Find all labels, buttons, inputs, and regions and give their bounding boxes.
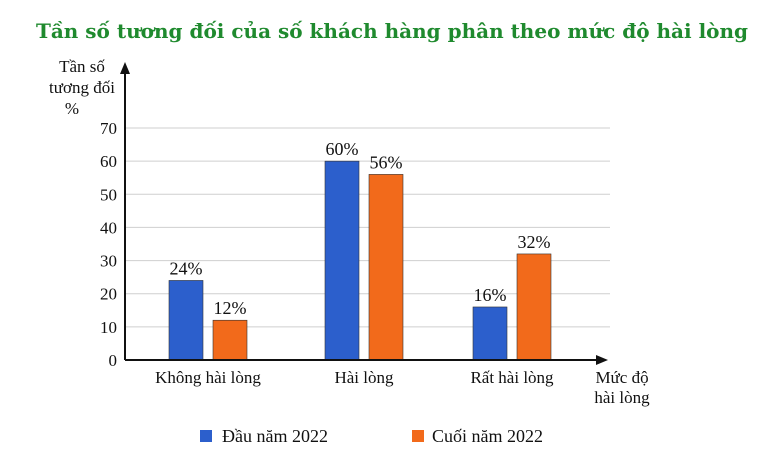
legend-label-dau-nam-2022: Đầu năm 2022 [222, 426, 328, 446]
legend-label-cuoi-nam-2022: Cuối năm 2022 [432, 426, 543, 446]
y-axis-label-line-2: tương đối [49, 78, 115, 97]
y-axis-label-line-3: % [65, 99, 79, 118]
x-tick-label: Hài lòng [334, 368, 394, 387]
y-tick-label: 40 [100, 218, 117, 237]
x-tick-labels: Không hài lòng Hài lòng Rất hài lòng [155, 368, 554, 387]
bar-dau-nam-2 [472, 306, 508, 361]
bar-cuoi-nam-2 [516, 253, 552, 361]
x-axis-label-line-1: Mức độ [595, 368, 648, 387]
bar-cuoi-nam-0 [212, 319, 248, 361]
bar-cuoi-nam-1 [368, 174, 404, 361]
y-tick-labels: 0 10 20 30 40 50 60 70 [100, 119, 117, 370]
y-tick-label: 0 [109, 351, 118, 370]
bar-dau-nam-0 [168, 280, 204, 361]
y-tick-label: 30 [100, 252, 117, 271]
legend-swatch-dau-nam-2022 [200, 430, 212, 442]
y-tick-label: 70 [100, 119, 117, 138]
data-labels: 24% 12% 60% 56% 16% 32% [170, 139, 551, 318]
y-axis-arrow [120, 62, 130, 74]
legend-swatch-cuoi-nam-2022 [412, 430, 424, 442]
grid-lines [125, 127, 610, 328]
data-label: 56% [370, 152, 403, 172]
y-tick-label: 50 [100, 185, 117, 204]
bar-dau-nam-1 [324, 160, 360, 361]
legend: Đầu năm 2022 Cuối năm 2022 [200, 426, 543, 446]
x-axis-arrow [596, 355, 608, 365]
data-label: 16% [474, 285, 507, 305]
y-tick-label: 20 [100, 285, 117, 304]
y-tick-label: 10 [100, 318, 117, 337]
x-tick-label: Rất hài lòng [470, 368, 554, 387]
chart-title: Tần số tương đối của số khách hàng phân … [36, 19, 748, 43]
data-label: 12% [214, 298, 247, 318]
data-label: 32% [518, 232, 551, 252]
data-label: 60% [326, 139, 359, 159]
x-tick-label: Không hài lòng [155, 368, 261, 387]
y-axis-label-line-1: Tần số [59, 57, 105, 76]
data-label: 24% [170, 258, 203, 278]
y-tick-label: 60 [100, 152, 117, 171]
x-axis-label-line-2: hài lòng [594, 388, 650, 407]
bars [168, 160, 552, 361]
